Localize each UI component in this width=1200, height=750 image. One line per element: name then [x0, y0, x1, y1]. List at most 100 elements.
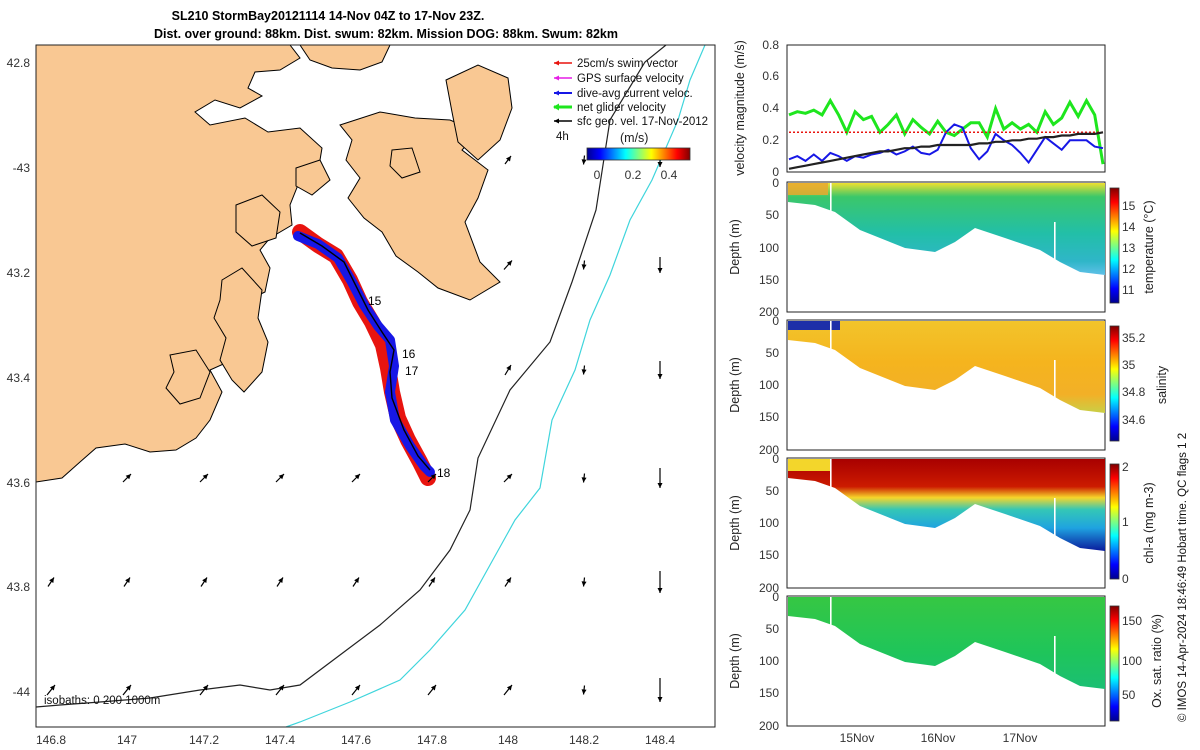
current-arrow-head	[354, 577, 359, 584]
temperature-ytick: 0	[772, 176, 779, 190]
map-colorbar	[586, 147, 691, 161]
temperature-cbar-tick: 13	[1122, 241, 1136, 255]
map-xtick: 147.6	[341, 733, 371, 747]
salinity-cbar-tick: 34.8	[1122, 385, 1146, 399]
current-arrow-head	[506, 260, 512, 266]
day-label-17: 17	[405, 364, 419, 378]
map-xtick: 147.2	[189, 733, 219, 747]
velocity-frame	[786, 44, 1106, 173]
day-label-16: 16	[402, 347, 416, 361]
salinity-gap	[1054, 360, 1056, 398]
current-arrow-head	[430, 474, 436, 480]
current-arrow-head	[506, 474, 512, 480]
legend-arrow-geo	[554, 118, 559, 124]
oxygen-cbar-tick: 100	[1122, 654, 1142, 668]
chla-cbar-label: chl-a (mg m-3)	[1142, 482, 1156, 563]
temperature-cbar-tick: 11	[1122, 283, 1135, 297]
temperature-ytick: 50	[766, 208, 780, 222]
salinity-ytick: 150	[759, 410, 779, 424]
map-ytick: 43.4	[7, 371, 31, 385]
chla-yellow-cap	[788, 459, 830, 471]
current-arrow-head	[581, 581, 587, 587]
temperature-cbar-tick: 14	[1122, 220, 1136, 234]
current-arrow-head	[506, 577, 511, 584]
map-ytick: 42.8	[7, 56, 31, 70]
velocity-ytick: 0	[772, 165, 779, 179]
track-black-line	[299, 232, 431, 471]
current-arrow-head	[354, 685, 360, 691]
map-ytick: 43.2	[7, 266, 31, 280]
current-arrow-head	[278, 474, 284, 480]
current-arrow-head	[657, 374, 663, 379]
legend-label-current: dive-avg current veloc.	[577, 88, 693, 100]
current-arrow-head	[202, 474, 208, 480]
current-arrow-head	[278, 577, 283, 584]
legend-arrow-net	[553, 103, 559, 111]
chla-ytick: 150	[759, 548, 779, 562]
isobaths-label: isobaths: 0 200 1000m	[44, 695, 160, 707]
day-label-15: 15	[368, 294, 382, 308]
salinity-cbar-tick: 35.2	[1122, 331, 1146, 345]
temperature-gap	[1054, 222, 1056, 260]
time-xtick: 15Nov	[840, 731, 875, 745]
map-frame	[35, 44, 716, 728]
temperature-ytick: 100	[759, 241, 779, 255]
velocity-ytick: 0.8	[762, 38, 779, 52]
current-arrow-head	[430, 577, 435, 584]
legend-arrow-current	[554, 90, 559, 96]
oxygen-ytick: 50	[766, 622, 780, 636]
temperature-colorbar	[1109, 187, 1120, 304]
current-arrow-head	[581, 689, 587, 695]
salinity-ytick: 0	[772, 314, 779, 328]
current-arrow-head	[581, 369, 587, 375]
salinity-colorbar	[1109, 325, 1120, 442]
legend-label-net: net glider velocity	[577, 102, 666, 114]
salinity-ytick: 100	[759, 378, 779, 392]
salinity-section	[788, 321, 1105, 413]
salinity-ylabel: Depth (m)	[728, 357, 742, 413]
isobath-200m	[36, 45, 667, 708]
legend-label-swim: 25cm/s swim vector	[577, 58, 678, 70]
oxygen-ytick: 0	[772, 590, 779, 604]
legend-scale-4h: 4h	[556, 131, 569, 143]
map-land	[36, 45, 513, 483]
velocity-line-sfc-geo-vel-	[788, 131, 1104, 170]
oxygen-ytick: 200	[759, 719, 779, 733]
chla-ylabel: Depth (m)	[728, 495, 742, 551]
oxygen-ylabel: Depth (m)	[728, 633, 742, 689]
map-colorbar-label: (m/s)	[620, 131, 648, 145]
temperature-section	[788, 183, 1105, 275]
current-arrow-head	[49, 685, 55, 691]
map-xtick: 146.8	[36, 733, 66, 747]
chla-colorbar	[1109, 463, 1120, 580]
current-arrow-head	[125, 577, 130, 584]
chla-cbar-tick: 0	[1122, 572, 1129, 586]
time-xtick: 17Nov	[1003, 731, 1038, 745]
salinity-fresh-surface	[788, 321, 840, 330]
map-colorbar-tick: 0.2	[625, 168, 642, 182]
day-label-18: 18	[437, 466, 451, 480]
current-arrow-head	[49, 577, 54, 584]
map-xtick: 148	[498, 733, 518, 747]
velocity-ytick: 0.2	[762, 133, 779, 147]
current-arrow-head	[506, 156, 511, 162]
chla-cbar-tick: 2	[1122, 460, 1129, 474]
temperature-ytick: 150	[759, 273, 779, 287]
title-line-1: SL210 StormBay20121114 14-Nov 04Z to 17-…	[172, 9, 485, 23]
legend-label-gps: GPS surface velocity	[577, 73, 684, 85]
oxygen-cbar-tick: 150	[1122, 614, 1142, 628]
map-legend: 25cm/s swim vector GPS surface velocity …	[553, 58, 708, 182]
salinity-gap	[830, 321, 832, 353]
velocity-ylabel: velocity magnitude (m/s)	[733, 40, 747, 175]
temperature-warm-surface	[788, 183, 828, 195]
chla-gap	[830, 459, 832, 491]
temperature-ytick: 200	[759, 305, 779, 319]
oxygen-section	[788, 597, 1105, 689]
salinity-ytick: 200	[759, 443, 779, 457]
map-xtick: 147.4	[265, 733, 295, 747]
oxygen-cbar-tick: 50	[1122, 688, 1136, 702]
map-colorbar-tick: 0.4	[661, 168, 678, 182]
salinity-panel: 0 50 100 150 200 Depth (m) 34.6 34.8 35 …	[728, 314, 1169, 457]
legend-label-geo: sfc geo. vel. 17-Nov-2012	[577, 116, 708, 128]
